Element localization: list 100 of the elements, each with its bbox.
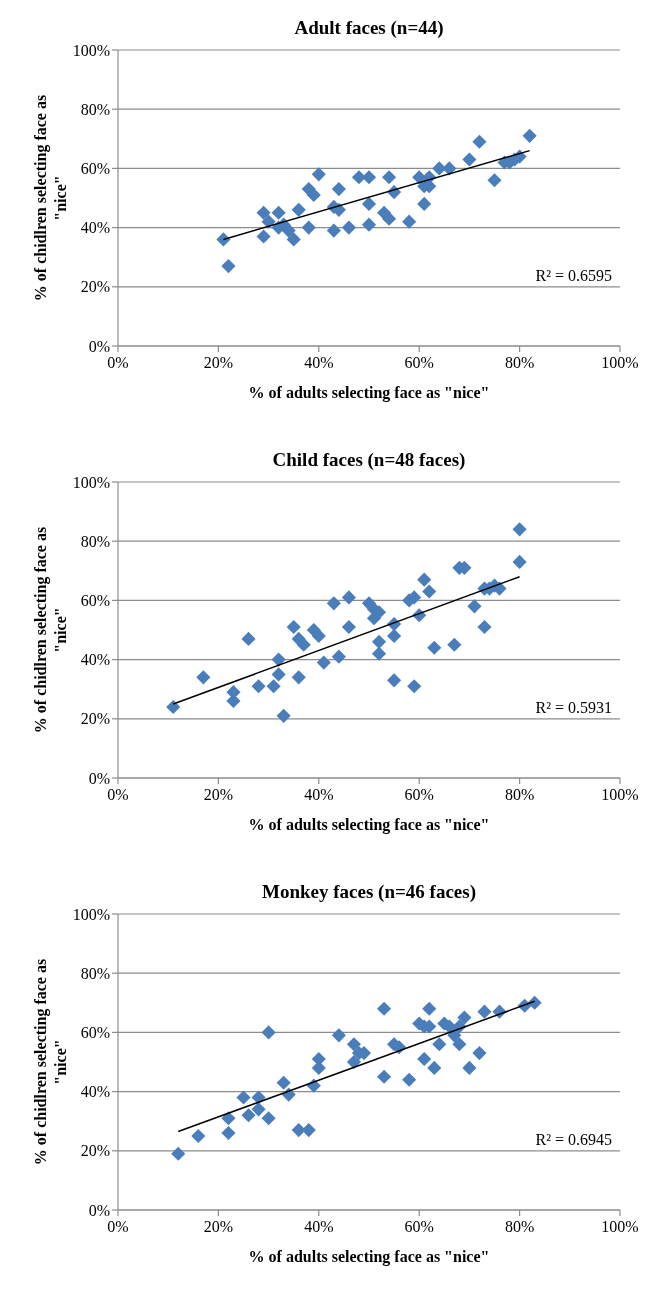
- point: [472, 134, 487, 149]
- x-tick-label: 20%: [203, 354, 234, 371]
- point: [301, 220, 316, 235]
- point: [452, 1037, 467, 1052]
- y-tick-label: 20%: [80, 278, 110, 296]
- x-tick-label: 20%: [203, 1218, 234, 1235]
- point: [422, 584, 437, 599]
- point: [306, 187, 321, 203]
- point: [271, 667, 286, 682]
- point: [387, 673, 402, 688]
- point: [251, 1102, 266, 1117]
- point: [512, 522, 527, 537]
- point: [256, 229, 271, 244]
- point: [442, 161, 457, 176]
- x-tick-label: 20%: [203, 786, 234, 803]
- point: [251, 679, 266, 694]
- point: [266, 679, 281, 694]
- annotation: R² = 0.6595: [535, 266, 612, 284]
- x-axis-title: % of adults selecting face as "nice": [248, 1248, 490, 1266]
- y-tick-label: 60%: [80, 1024, 110, 1041]
- point: [261, 1025, 276, 1040]
- point: [256, 205, 271, 220]
- point: [477, 1004, 492, 1019]
- y-tick-label: 60%: [80, 592, 110, 609]
- y-axis-title: % of chidlren selecting face as "nice": [32, 526, 69, 734]
- point: [422, 1001, 437, 1016]
- point: [166, 699, 181, 715]
- point: [457, 1010, 472, 1025]
- point: [311, 167, 326, 182]
- point: [311, 628, 326, 643]
- y-tick-label: 40%: [80, 219, 110, 237]
- chart-title: Monkey faces (n=46 faces): [262, 881, 476, 903]
- y-tick-label: 100%: [72, 905, 110, 923]
- chart-title: Child faces (n=48 faces): [272, 449, 466, 471]
- point: [301, 1123, 316, 1138]
- point: [276, 708, 291, 723]
- x-tick-label: 80%: [504, 1218, 535, 1235]
- point: [291, 670, 306, 685]
- point: [221, 1125, 236, 1141]
- point: [361, 217, 377, 232]
- y-tick-label: 80%: [80, 100, 110, 118]
- point: [382, 170, 397, 185]
- y-tick-label: 40%: [80, 1083, 110, 1101]
- point: [487, 173, 502, 188]
- point: [221, 1111, 236, 1126]
- point: [286, 619, 301, 635]
- x-tick-label: 60%: [404, 1218, 434, 1235]
- y-tick-label: 80%: [80, 532, 110, 550]
- x-tick-label: 100%: [601, 786, 639, 803]
- point: [512, 554, 527, 569]
- point: [326, 223, 341, 238]
- y-tick-label: 100%: [72, 473, 110, 491]
- point: [346, 1037, 362, 1052]
- point: [376, 1001, 392, 1016]
- point: [402, 1072, 417, 1087]
- point: [241, 631, 256, 646]
- y-tick-label: 0%: [88, 337, 110, 355]
- point: [221, 259, 236, 274]
- point: [341, 220, 356, 235]
- point: [296, 637, 311, 652]
- x-tick-label: 40%: [304, 354, 334, 371]
- y-tick-label: 20%: [80, 710, 110, 728]
- x-tick-label: 0%: [107, 354, 129, 371]
- point: [402, 214, 417, 229]
- y-tick-label: 40%: [80, 651, 110, 669]
- point: [382, 211, 397, 226]
- point: [326, 596, 341, 611]
- x-tick-label: 80%: [504, 354, 535, 371]
- x-tick-label: 40%: [304, 786, 334, 803]
- point: [432, 161, 447, 176]
- y-tick-label: 20%: [80, 1142, 110, 1160]
- point: [417, 196, 432, 211]
- point: [447, 637, 462, 652]
- x-tick-label: 0%: [107, 1218, 129, 1235]
- point: [341, 590, 356, 605]
- point: [361, 196, 377, 211]
- point: [371, 646, 387, 661]
- annotation: R² = 0.5931: [535, 698, 612, 716]
- point: [387, 628, 402, 643]
- point: [216, 232, 231, 247]
- point: [472, 1046, 487, 1061]
- annotation: R² = 0.6945: [535, 1130, 612, 1148]
- y-axis-title: % of chidlren selecting face as "nice": [32, 958, 69, 1166]
- x-axis-title: % of adults selecting face as "nice": [248, 816, 490, 834]
- point: [462, 152, 477, 167]
- x-tick-label: 100%: [601, 1218, 639, 1235]
- y-tick-label: 0%: [88, 769, 110, 787]
- point: [346, 1054, 362, 1070]
- point: [331, 1028, 346, 1043]
- point: [427, 1060, 442, 1075]
- x-tick-label: 100%: [601, 354, 639, 371]
- point: [236, 1090, 251, 1105]
- point: [462, 1060, 477, 1075]
- x-tick-label: 60%: [404, 786, 434, 803]
- point: [291, 1123, 306, 1138]
- x-tick-label: 40%: [304, 1218, 334, 1235]
- point: [271, 205, 286, 220]
- point: [371, 634, 387, 649]
- y-tick-label: 100%: [72, 41, 110, 59]
- y-tick-label: 0%: [88, 1201, 110, 1219]
